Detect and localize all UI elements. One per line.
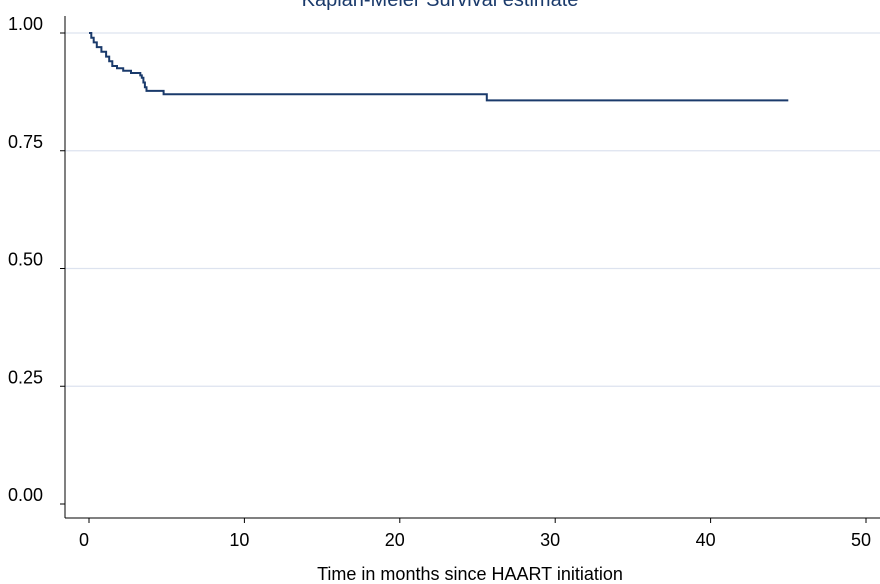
y-tick-label: 0.50	[8, 250, 43, 270]
y-tick-label: 0.75	[8, 132, 43, 152]
survival-curve	[89, 32, 789, 102]
y-tick-label: 0.00	[8, 485, 43, 505]
y-tick-label: 0.25	[8, 367, 43, 387]
x-axis-title: Time in months since HAART initiation	[317, 564, 623, 584]
x-tick-label: 20	[385, 530, 405, 550]
x-tick-label: 40	[696, 530, 716, 550]
x-tick-label: 50	[851, 530, 871, 550]
plot-area	[89, 32, 789, 102]
axes	[64, 16, 880, 519]
grid-lines	[65, 32, 880, 387]
x-tick-label: 10	[229, 530, 249, 550]
y-ticks: 0.00 0.25 0.50 0.75 1.00	[8, 14, 65, 505]
chart-title: Kaplan-Meier Survival estimate	[302, 0, 579, 11]
y-tick-label: 1.00	[8, 14, 43, 34]
x-ticks: 0 10 20 30 40 50	[79, 518, 871, 550]
x-tick-label: 30	[540, 530, 560, 550]
x-tick-label: 0	[79, 530, 89, 550]
